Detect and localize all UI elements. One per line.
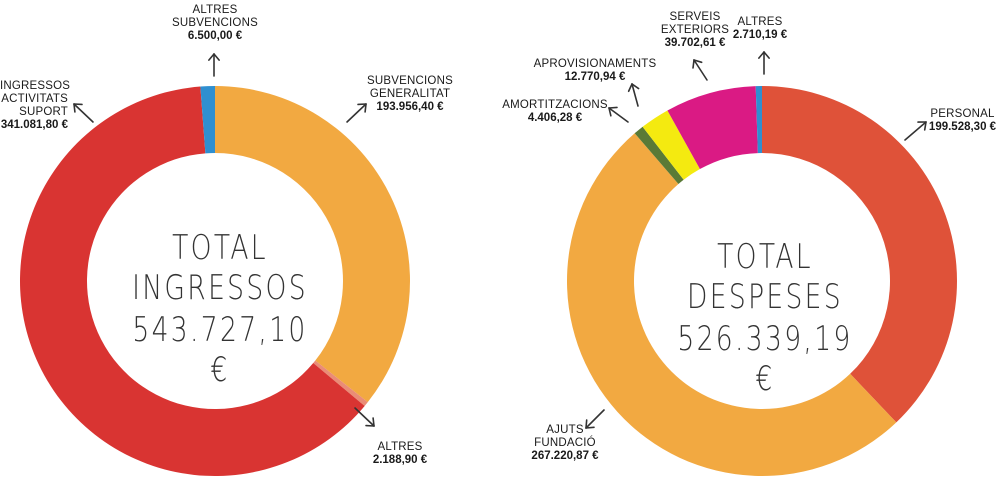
income-total-amount: 543.727,10 € [132,310,308,390]
arrow-amortitzacions [608,106,629,123]
slice-label-personal: PERSONAL 199.528,30 € [928,108,997,133]
arrow-ajuts-fundacio [585,409,605,429]
arrow-serveis-exteriors [692,59,708,81]
slice-label-ingressos-activitats: INGRESSOS ACTIVITATS SUPORT 341.081,80 € [0,80,71,131]
arrow-aprovisionaments [627,83,640,107]
slice-label-altres-income: ALTRES 2.188,90 € [372,441,428,466]
expense-total-title: TOTAL DESPESES [687,237,843,317]
income-total: TOTAL INGRESSOS 543.727,10 € [95,228,345,390]
slice-label-amortitzacions: AMORTITZACIONS 4.406,28 € [502,99,608,124]
expense-slice-altres [755,86,762,154]
expense-total-amount: 526.339,19 € [677,319,853,399]
arrow-personal [904,121,927,141]
arrow-ingressos-activitats [73,103,94,123]
income-slice-altres-subvencions [200,86,215,154]
expense-slice-aprovisionaments [642,110,700,180]
expense-slice-serveis-exteriors [667,86,758,170]
income-slice-altres [313,360,368,406]
arrow-altres-expense [758,51,770,75]
slice-label-altres-expense: ALTRES 2.710,19 € [732,16,788,41]
income-slice-ingressos-activitats-suport [19,86,365,476]
income-slice-subvencions-generalitat [215,86,410,403]
expense-slice-amortitzacions [634,126,684,185]
arrow-subvencions-generalitat [346,103,367,123]
expense-slice-ajuts-fundacio [567,133,897,477]
expense-slice-personal [762,86,957,423]
slice-label-subvencions-generalitat: SUBVENCIONS GENERALITAT 193.956,40 € [367,75,453,113]
slice-label-aprovisionaments: APROVISIONAMENTS 12.770,94 € [533,58,657,83]
slice-label-serveis-exteriors: SERVEIS EXTERIORS 39.702,61 € [660,11,730,49]
slice-label-ajuts-fundacio: AJUTS FUNDACIÓ 267.220,87 € [531,424,599,462]
arrow-altres-subvencions [208,53,220,77]
arrow-altres-income [354,407,375,427]
expense-total: TOTAL DESPESES 526.339,19 € [640,237,890,399]
slice-label-altres-subvencions: ALTRES SUBVENCIONS 6.500,00 € [172,4,258,42]
income-total-title: TOTAL INGRESSOS [132,228,308,308]
